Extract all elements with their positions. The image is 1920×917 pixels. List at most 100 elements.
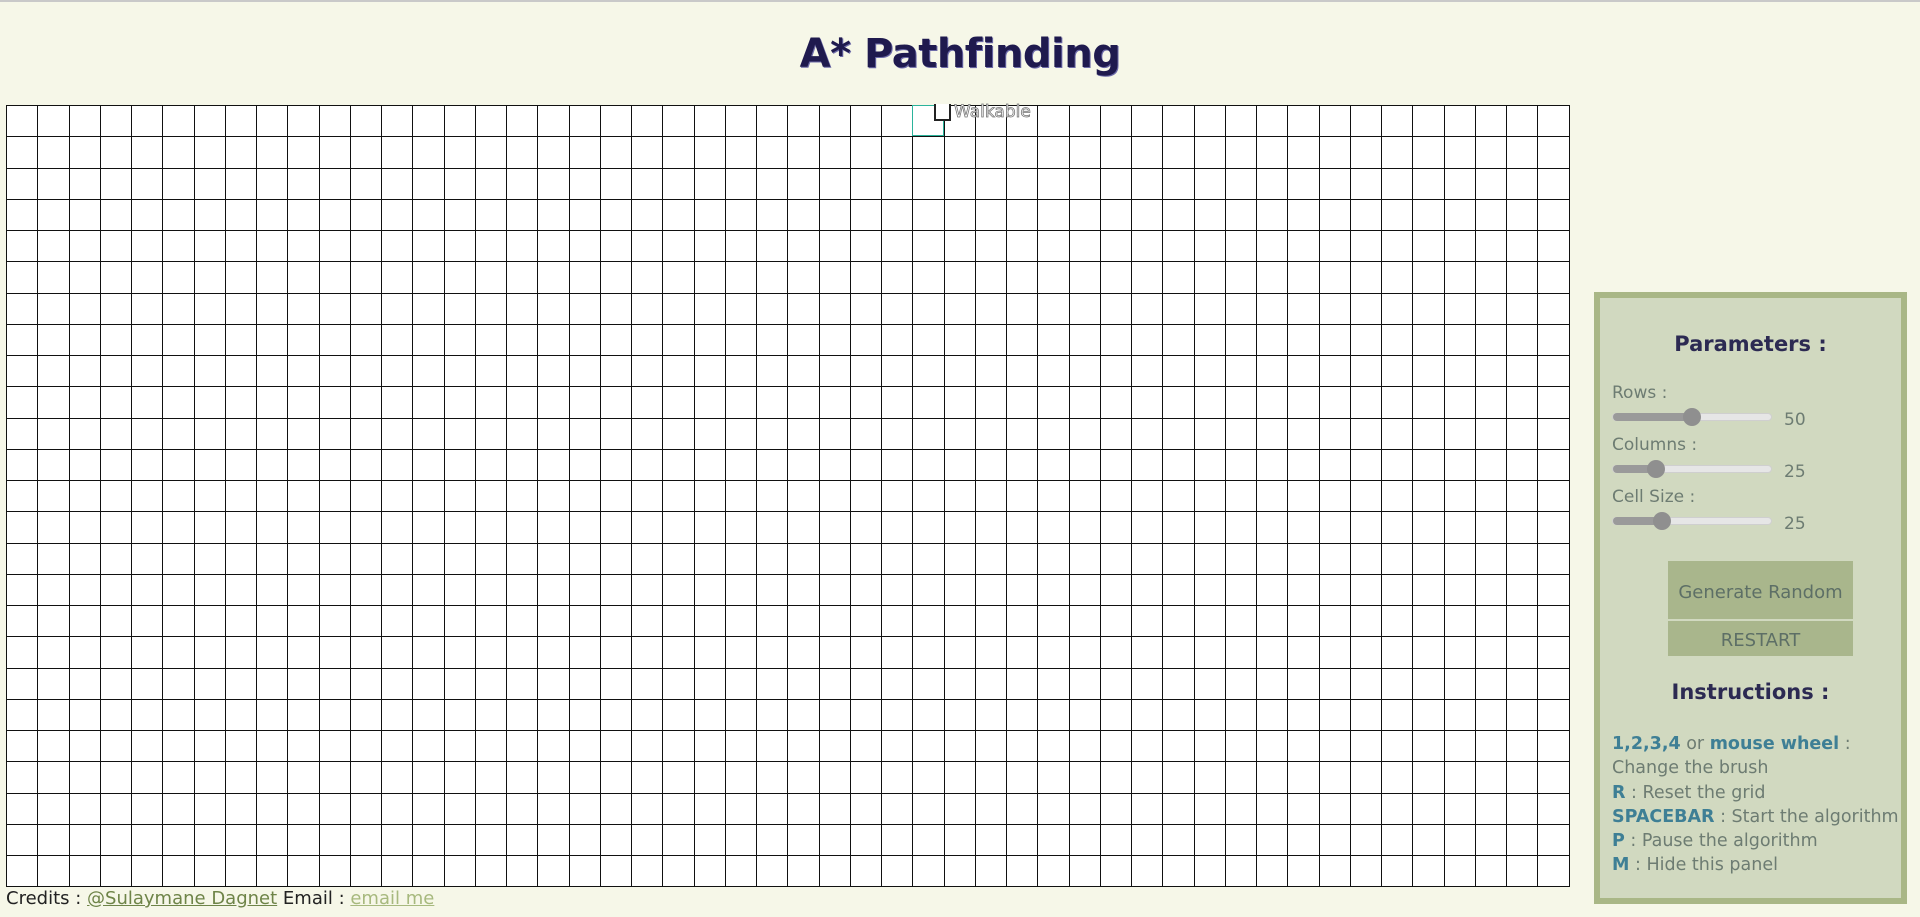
grid-cell[interactable] xyxy=(1099,667,1131,699)
grid-cell[interactable] xyxy=(256,823,288,855)
grid-cell[interactable] xyxy=(99,855,131,887)
grid-cell[interactable] xyxy=(162,448,194,480)
grid-cell[interactable] xyxy=(162,823,194,855)
grid-cell[interactable] xyxy=(1412,823,1444,855)
grid-cell[interactable] xyxy=(1162,605,1194,637)
grid-cell[interactable] xyxy=(1349,573,1381,605)
grid-cell[interactable] xyxy=(6,386,38,418)
grid-cell[interactable] xyxy=(1318,292,1350,324)
grid-cell[interactable] xyxy=(162,542,194,574)
grid-cell[interactable] xyxy=(381,667,413,699)
grid-cell[interactable] xyxy=(193,167,225,199)
grid-cell[interactable] xyxy=(1537,636,1569,668)
grid-cell[interactable] xyxy=(849,667,881,699)
grid-cell[interactable] xyxy=(631,167,663,199)
grid-cell[interactable] xyxy=(1006,105,1038,137)
grid-cell[interactable] xyxy=(1068,417,1100,449)
grid-cell[interactable] xyxy=(1193,855,1225,887)
grid-cell[interactable] xyxy=(599,417,631,449)
grid-cell[interactable] xyxy=(287,292,319,324)
grid-cell[interactable] xyxy=(1131,823,1163,855)
grid-cell[interactable] xyxy=(787,198,819,230)
grid-cell[interactable] xyxy=(1349,855,1381,887)
grid-cell[interactable] xyxy=(599,823,631,855)
grid-cell[interactable] xyxy=(1537,730,1569,762)
grid-cell[interactable] xyxy=(1506,542,1538,574)
grid-cell[interactable] xyxy=(131,542,163,574)
grid-cell[interactable] xyxy=(1318,730,1350,762)
grid-cell[interactable] xyxy=(6,667,38,699)
pathfinding-grid[interactable] xyxy=(6,105,1570,888)
grid-cell[interactable] xyxy=(599,605,631,637)
grid-cell[interactable] xyxy=(599,698,631,730)
grid-cell[interactable] xyxy=(443,667,475,699)
grid-cell[interactable] xyxy=(349,448,381,480)
grid-cell[interactable] xyxy=(1287,292,1319,324)
grid-cell[interactable] xyxy=(349,855,381,887)
grid-cell[interactable] xyxy=(1381,105,1413,137)
grid-cell[interactable] xyxy=(506,167,538,199)
grid-cell[interactable] xyxy=(1349,667,1381,699)
grid-cell[interactable] xyxy=(537,167,569,199)
grid-cell[interactable] xyxy=(881,698,913,730)
grid-cell[interactable] xyxy=(474,167,506,199)
grid-cell[interactable] xyxy=(1162,230,1194,262)
grid-cell[interactable] xyxy=(349,823,381,855)
grid-cell[interactable] xyxy=(1349,792,1381,824)
grid-cell[interactable] xyxy=(349,105,381,137)
grid-cell[interactable] xyxy=(943,667,975,699)
grid-cell[interactable] xyxy=(68,667,100,699)
grid-cell[interactable] xyxy=(193,261,225,293)
grid-cell[interactable] xyxy=(506,667,538,699)
grid-cell[interactable] xyxy=(37,480,69,512)
grid-cell[interactable] xyxy=(849,355,881,387)
grid-cell[interactable] xyxy=(412,855,444,887)
grid-cell[interactable] xyxy=(912,480,944,512)
grid-cell[interactable] xyxy=(818,355,850,387)
grid-cell[interactable] xyxy=(1318,636,1350,668)
grid-cell[interactable] xyxy=(912,230,944,262)
grid-cell[interactable] xyxy=(318,480,350,512)
grid-cell[interactable] xyxy=(318,230,350,262)
grid-cell[interactable] xyxy=(1349,636,1381,668)
grid-cell[interactable] xyxy=(1537,448,1569,480)
grid-cell[interactable] xyxy=(881,167,913,199)
grid-cell[interactable] xyxy=(68,823,100,855)
grid-cell[interactable] xyxy=(99,417,131,449)
grid-cell[interactable] xyxy=(1412,573,1444,605)
grid-cell[interactable] xyxy=(1537,198,1569,230)
grid-cell[interactable] xyxy=(849,823,881,855)
grid-cell[interactable] xyxy=(224,448,256,480)
grid-cell[interactable] xyxy=(1412,136,1444,168)
grid-cell[interactable] xyxy=(693,417,725,449)
grid-cell[interactable] xyxy=(224,480,256,512)
grid-cell[interactable] xyxy=(599,855,631,887)
grid-cell[interactable] xyxy=(318,448,350,480)
grid-cell[interactable] xyxy=(412,667,444,699)
grid-cell[interactable] xyxy=(1068,355,1100,387)
grid-cell[interactable] xyxy=(724,511,756,543)
grid-cell[interactable] xyxy=(6,511,38,543)
grid-cell[interactable] xyxy=(537,323,569,355)
grid-cell[interactable] xyxy=(974,761,1006,793)
grid-cell[interactable] xyxy=(537,355,569,387)
grid-cell[interactable] xyxy=(1506,573,1538,605)
grid-cell[interactable] xyxy=(881,292,913,324)
grid-cell[interactable] xyxy=(162,761,194,793)
grid-cell[interactable] xyxy=(287,198,319,230)
grid-cell[interactable] xyxy=(599,573,631,605)
grid-cell[interactable] xyxy=(568,573,600,605)
grid-cell[interactable] xyxy=(1443,542,1475,574)
grid-cell[interactable] xyxy=(1006,198,1038,230)
grid-cell[interactable] xyxy=(568,667,600,699)
grid-cell[interactable] xyxy=(881,542,913,574)
grid-cell[interactable] xyxy=(568,448,600,480)
grid-cell[interactable] xyxy=(318,573,350,605)
grid-cell[interactable] xyxy=(756,511,788,543)
grid-cell[interactable] xyxy=(1256,823,1288,855)
grid-cell[interactable] xyxy=(724,542,756,574)
grid-cell[interactable] xyxy=(537,417,569,449)
grid-cell[interactable] xyxy=(162,792,194,824)
grid-cell[interactable] xyxy=(37,667,69,699)
grid-cell[interactable] xyxy=(131,667,163,699)
